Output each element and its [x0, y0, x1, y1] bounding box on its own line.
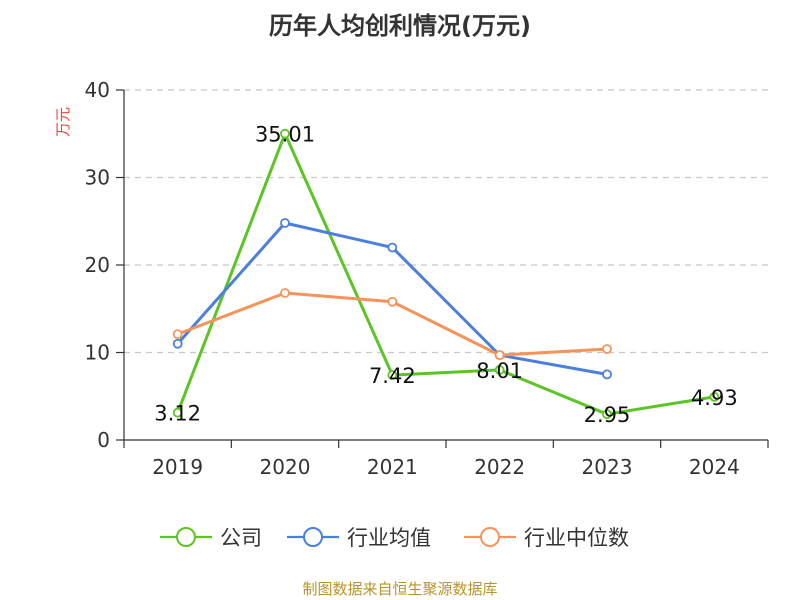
- legend-label: 行业中位数: [524, 526, 629, 550]
- data-label: 4.93: [691, 386, 738, 410]
- series-point-0: [709, 391, 720, 402]
- y-tick-label: 40: [85, 78, 110, 102]
- legend-marker-0: [176, 527, 196, 547]
- series-point-2: [494, 350, 505, 361]
- y-tick-label: 30: [85, 166, 110, 190]
- y-tick-label: 0: [97, 428, 110, 452]
- data-label: 2.95: [584, 403, 631, 427]
- x-tick-label: 2019: [152, 455, 203, 479]
- series-point-0: [387, 370, 398, 380]
- data-label: 3.12: [154, 402, 201, 426]
- data-label: 7.42: [369, 364, 416, 388]
- series-point-2: [387, 296, 398, 307]
- series-point-0: [494, 365, 505, 375]
- x-tick-label: 2023: [582, 455, 633, 479]
- series-point-0: [172, 407, 183, 418]
- legend-label: 行业均值: [347, 526, 431, 550]
- series-point-2: [280, 288, 290, 298]
- x-tick-label: 2020: [260, 455, 311, 479]
- y-tick-label: 20: [85, 253, 110, 277]
- series-point-2: [172, 329, 183, 340]
- x-tick-label: 2022: [474, 455, 525, 479]
- data-label: 35.01: [255, 123, 315, 147]
- legend-label: 公司: [220, 526, 262, 550]
- legend-marker-2: [480, 527, 500, 547]
- series-point-1: [172, 338, 183, 349]
- series-point-1: [387, 242, 398, 253]
- series-point-2: [602, 344, 612, 354]
- x-tick-label: 2024: [689, 455, 740, 479]
- x-tick-label: 2021: [367, 455, 418, 479]
- series-point-0: [280, 128, 290, 139]
- series-point-0: [602, 409, 612, 420]
- y-axis-unit: 万元: [54, 107, 72, 137]
- legend-marker-1: [303, 527, 323, 547]
- data-label: 8.01: [476, 359, 523, 383]
- series-line-0: [176, 132, 715, 416]
- y-tick-label: 10: [85, 341, 110, 365]
- source-note: 制图数据来自恒生聚源数据库: [302, 580, 498, 598]
- series-point-1: [280, 218, 290, 228]
- series-point-1: [602, 369, 612, 380]
- chart-title: 历年人均创利情况(万元): [269, 12, 531, 40]
